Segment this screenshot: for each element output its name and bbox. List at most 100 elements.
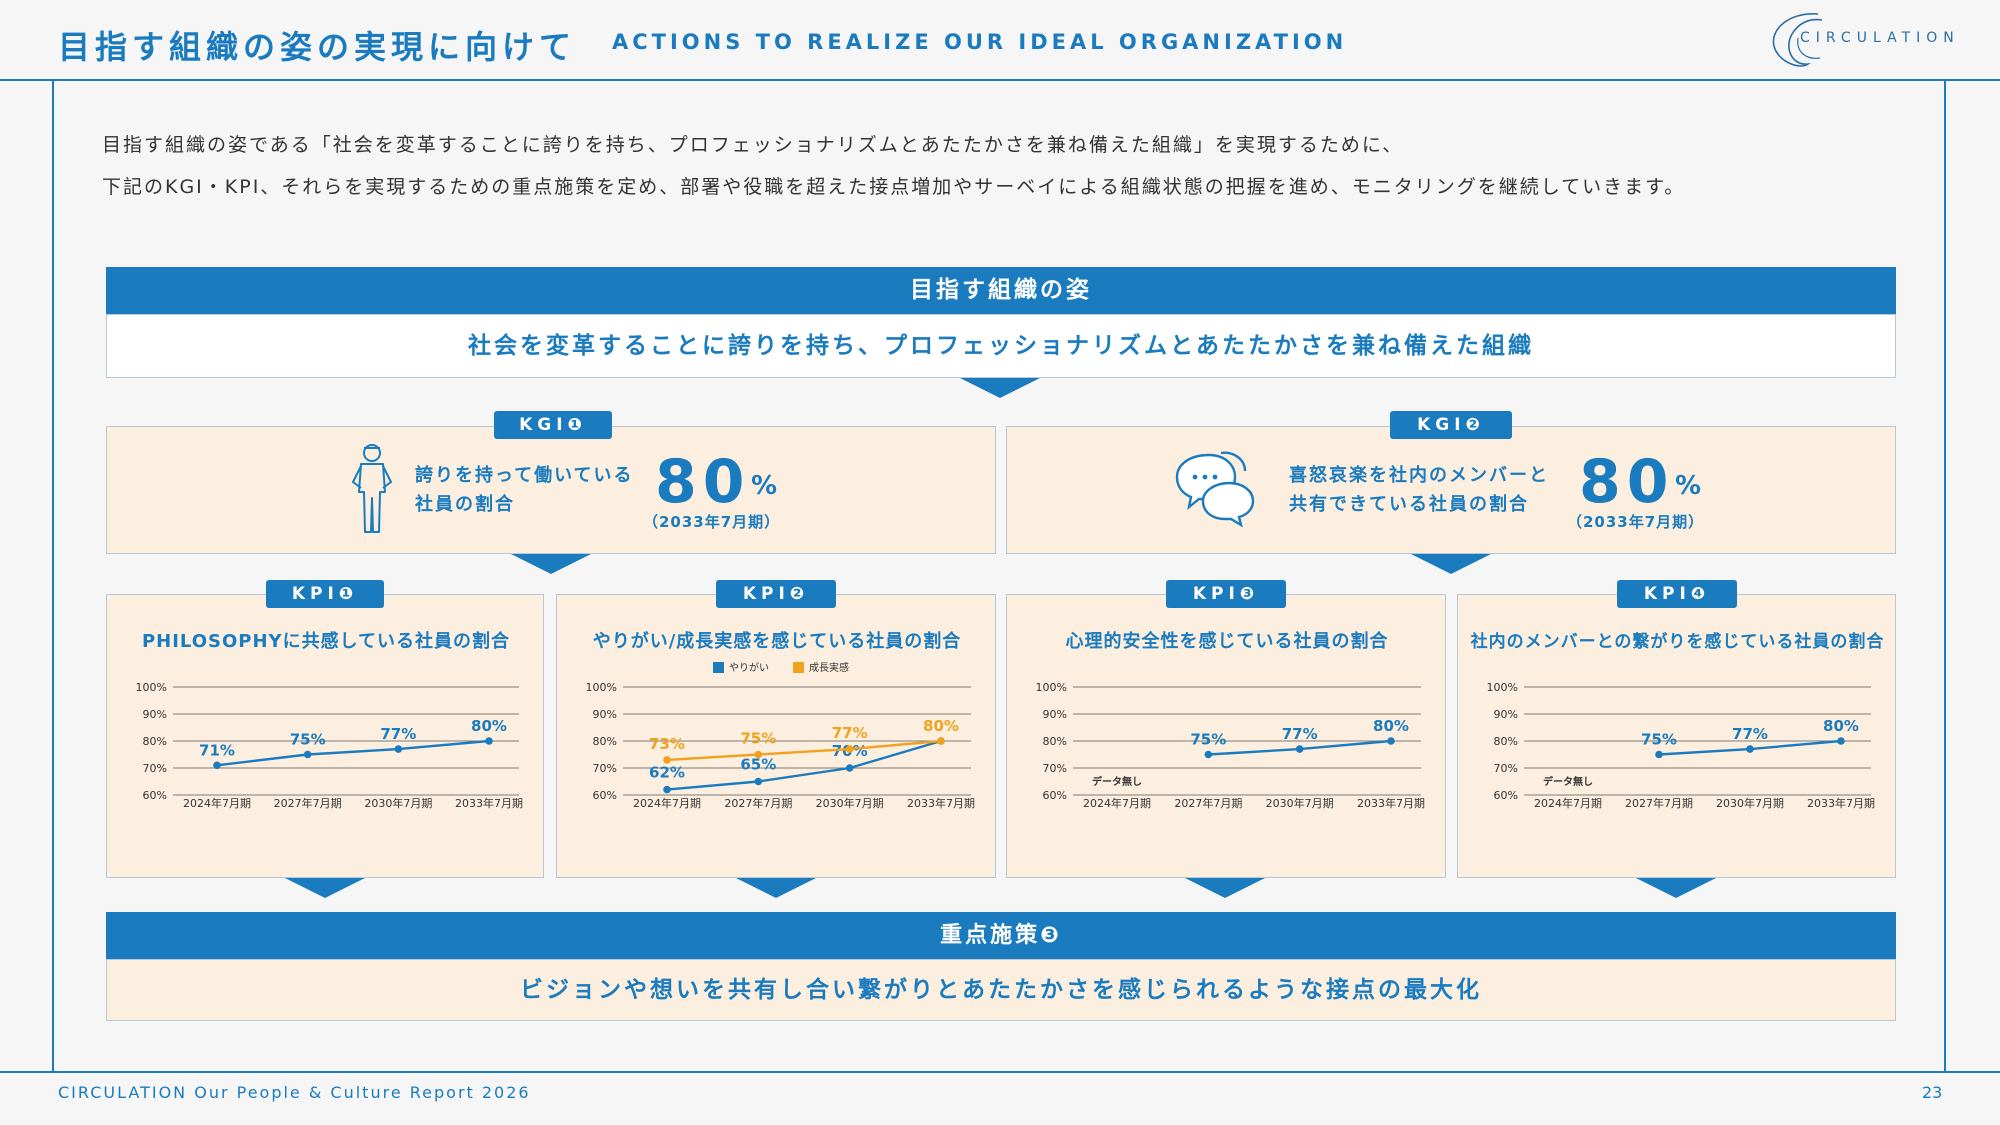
circulation-logo (1772, 13, 1823, 67)
data-label: 77% (832, 724, 868, 742)
x-tick-label: 2027年7月期 (724, 796, 792, 810)
y-tick-label: 90% (1494, 708, 1518, 721)
x-tick-label: 2024年7月期 (183, 796, 251, 810)
y-tick-label: 60% (1494, 789, 1518, 802)
data-point (1387, 737, 1395, 745)
x-tick-label: 2024年7月期 (633, 796, 701, 810)
arrow-down (1185, 878, 1265, 898)
data-label: 80% (471, 717, 507, 735)
data-label: 75% (740, 730, 776, 748)
y-tick-label: 60% (143, 789, 167, 802)
ideal-text: 社会を変革することに誇りを持ち、プロフェッショナリズムとあたたかさを兼ね備えた組… (468, 333, 1534, 359)
no-data-note: データ無し (1543, 775, 1593, 788)
y-tick-label: 80% (143, 735, 167, 748)
focus-text: ビジョンや想いを共有し合い繋がりとあたたかさを感じられるような接点の最大化 (520, 977, 1482, 1003)
y-tick-label: 70% (143, 762, 167, 775)
data-point (1295, 745, 1304, 753)
x-tick-label: 2030年7月期 (1716, 796, 1784, 810)
person-icon (351, 444, 393, 533)
legend-swatch (793, 662, 804, 673)
data-point (1655, 750, 1663, 759)
y-tick-label: 90% (593, 708, 617, 721)
y-tick-label: 100% (136, 681, 167, 694)
kgi-1-label-1: 誇りを持って働いている (415, 465, 634, 486)
data-label: 77% (1732, 725, 1768, 743)
kpi-1-card: PHILOSOPHYに共感している社員の割合 100% 90% 80% 70% 60% 2… (106, 594, 544, 878)
data-point (937, 737, 945, 745)
y-tick-label: 100% (1487, 681, 1518, 694)
kpi-1-chart: 100% 90% 80% 70% 60% 2024年7月期 2027年7月期 2030年7月期… (136, 681, 523, 810)
ideal-heading: 目指す組織の姿 (106, 267, 1896, 314)
ideal-box: 社会を変革することに誇りを持ち、プロフェッショナリズムとあたたかさを兼ね備えた組… (106, 314, 1896, 378)
page-title: 目指す組織の姿の実現に向けて (58, 28, 577, 66)
data-point (845, 745, 854, 753)
data-point (1204, 750, 1213, 759)
kpi-2-title: やりがい/成長実感を感じている社員の割合 (592, 631, 962, 652)
x-tick-label: 2033年7月期 (907, 796, 975, 810)
data-label: 75% (1641, 731, 1677, 749)
data-point (754, 777, 763, 786)
data-label: 62% (649, 764, 685, 782)
page-subtitle: ACTIONS TO REALIZE OUR IDEAL ORGANIZATIO… (612, 30, 1348, 54)
arrow-down (511, 554, 591, 574)
kpi-3-title: 心理的安全性を感じている社員の割合 (1065, 631, 1389, 652)
kpi-4-card: 社内のメンバーとの繋がりを感じている社員の割合 100% 90% 80% 70% 60%… (1457, 594, 1896, 878)
data-point (754, 750, 763, 759)
x-tick-label: 2024年7月期 (1083, 796, 1151, 810)
legend-swatch (713, 662, 724, 673)
x-tick-label: 2033年7月期 (1357, 796, 1425, 810)
kgi-1-tag: KGI❶ (494, 411, 612, 439)
data-label: 75% (290, 731, 326, 749)
data-label: 80% (1823, 717, 1859, 735)
kpi-2-chart: 100% 90% 80% 70% 60% 2024年7月期 2027年7月期 2030年7月期… (586, 661, 975, 810)
arrow-down (1636, 878, 1716, 898)
kpi-3-card: 心理的安全性を感じている社員の割合 100% 90% 80% 70% 60% 2024年7… (1006, 594, 1446, 878)
data-point (394, 745, 403, 753)
y-tick-label: 80% (1043, 735, 1067, 748)
y-tick-label: 60% (593, 789, 617, 802)
arrow-down (960, 378, 1040, 398)
kgi-2-label-2: 共有できている社員の割合 (1289, 494, 1529, 515)
intro-line-1: 目指す組織の姿である「社会を変革することに誇りを持ち、プロフェッショナリズムとあ… (102, 134, 1404, 156)
y-tick-label: 70% (1043, 762, 1067, 775)
y-tick-label: 70% (1494, 762, 1518, 775)
y-tick-label: 90% (143, 708, 167, 721)
data-label: 73% (649, 735, 685, 753)
x-tick-label: 2030年7月期 (364, 796, 432, 810)
intro-line-2: 下記のKGI・KPI、それらを実現するための重点施策を定め、部署や役職を超えた接… (102, 176, 1686, 198)
kpi-2-card: やりがい/成長実感を感じている社員の割合 100% 90% 80% 70% 60% 202… (556, 594, 996, 878)
data-point (485, 737, 493, 745)
data-label: 65% (740, 756, 776, 774)
series-line (216, 739, 490, 767)
footer-divider (0, 1071, 2000, 1073)
kgi-2-label-1: 喜怒哀楽を社内のメンバーと (1289, 465, 1549, 486)
kgi-2-value: 80 (1579, 447, 1675, 517)
kgi-1-card: 誇りを持って働いている 社員の割合 80 % （2033年7月期） (106, 426, 996, 554)
kgi-1-value: 80 (655, 447, 751, 517)
x-tick-label: 2033年7月期 (1807, 796, 1875, 810)
data-label: 75% (1190, 731, 1226, 749)
x-tick-label: 2033年7月期 (455, 796, 523, 810)
arrow-down (736, 878, 816, 898)
data-point (663, 756, 671, 764)
page-number: 23 (1922, 1083, 1943, 1102)
x-tick-label: 2030年7月期 (816, 796, 884, 810)
kgi-2-period: （2033年7月期） (1567, 513, 1705, 531)
data-point (213, 761, 221, 770)
data-point (845, 764, 854, 772)
x-tick-label: 2027年7月期 (274, 796, 342, 810)
kgi-2-unit: % (1675, 471, 1702, 501)
legend-label: 成長実感 (809, 661, 849, 674)
content-frame (52, 81, 1946, 1071)
kpi-4-tag: KPI❹ (1617, 580, 1737, 608)
y-tick-label: 100% (586, 681, 617, 694)
kpi-4-title: 社内のメンバーとの繋がりを感じている社員の割合 (1470, 632, 1885, 652)
focus-box: ビジョンや想いを共有し合い繋がりとあたたかさを感じられるような接点の最大化 (106, 959, 1896, 1021)
data-label: 77% (380, 725, 416, 743)
kpi-4-chart: 100% 90% 80% 70% 60% 2024年7月期 2027年7月期 2030年7月期… (1487, 681, 1875, 810)
series-line (666, 739, 942, 762)
kpi-1-tag: KPI❶ (266, 580, 384, 608)
legend-label: やりがい (729, 661, 769, 674)
chat-bubbles-icon (1175, 451, 1255, 528)
kpi-3-chart: 100% 90% 80% 70% 60% 2024年7月期 2027年7月期 2030年7月期… (1036, 681, 1425, 810)
